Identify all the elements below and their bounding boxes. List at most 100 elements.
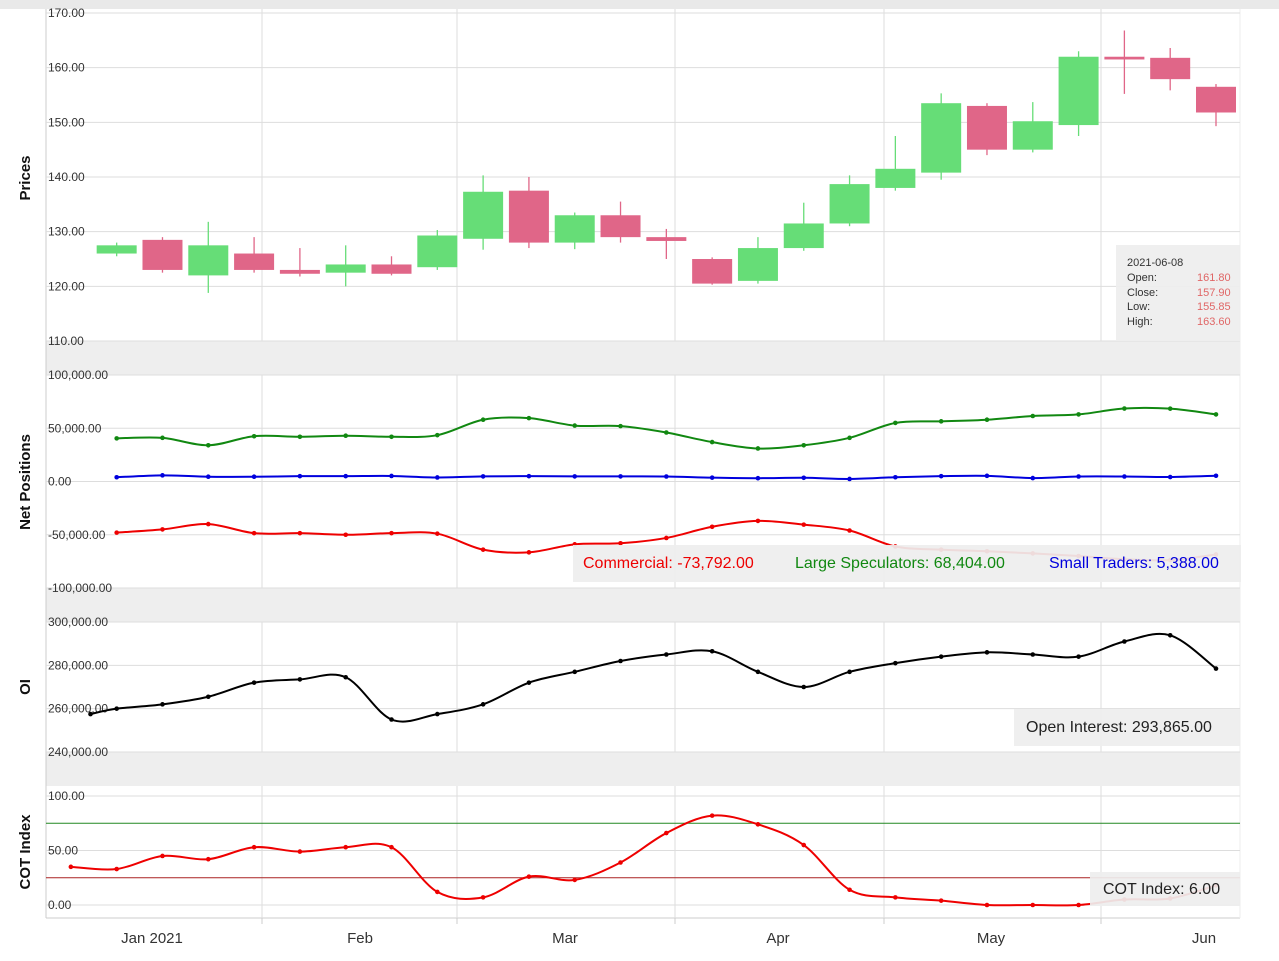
tooltip-open-row: Open: 161.80 — [1127, 272, 1237, 284]
y-tick-label: 110.00 — [48, 334, 84, 348]
candle-body-up — [325, 264, 366, 273]
x-tick-label: Jun — [1192, 930, 1216, 947]
x-tick-label: May — [977, 930, 1006, 947]
open-interest-point — [984, 650, 990, 655]
commercial-point — [343, 532, 349, 538]
top-strip — [0, 0, 1279, 9]
open-interest-point — [88, 711, 93, 717]
small-traders-point — [114, 474, 119, 480]
large-speculators-point — [160, 435, 165, 441]
commercial-point — [480, 547, 486, 552]
candle-body-up — [829, 184, 870, 224]
large-speculators-point — [664, 430, 669, 435]
tooltip-low-label: Low: — [1127, 301, 1151, 313]
y-axis-title: COT Index — [17, 814, 34, 890]
legend-open-interest: Open Interest: 293,865.00 — [1026, 719, 1212, 736]
large-speculators-point — [1122, 406, 1127, 411]
cot-index-point — [526, 874, 532, 879]
commercial-point — [205, 521, 211, 527]
large-speculators-point — [205, 442, 211, 448]
commercial-point — [664, 535, 669, 541]
ohlc-tooltip: 2021-06-08 Open: 161.80 Close: 157.90 Lo… — [1116, 245, 1240, 341]
open-interest-point — [114, 706, 119, 711]
cot-index-point — [1076, 902, 1081, 908]
cot-index-line — [70, 814, 1217, 907]
legend-commercial: Commercial: -73,792.00 — [583, 555, 754, 572]
small-traders-point — [1213, 473, 1219, 479]
large-speculators-point — [1030, 413, 1036, 419]
small-traders-point — [1030, 475, 1036, 481]
large-speculators-point — [755, 446, 761, 451]
y-tick-label: 120.00 — [48, 279, 85, 293]
cot-index-point — [435, 889, 440, 895]
tooltip-low-value: 155.85 — [1197, 301, 1231, 313]
commercial-point — [847, 528, 852, 533]
large-speculators-point — [709, 439, 715, 445]
small-traders-point — [526, 473, 532, 479]
open-interest-point — [664, 652, 669, 657]
open-interest-point — [1122, 639, 1127, 644]
y-tick-label: 50.00 — [48, 844, 78, 858]
y-tick-label: 260,000.00 — [48, 702, 108, 716]
small-traders-point — [847, 476, 852, 482]
small-traders-point — [251, 474, 257, 480]
large-speculators-point — [526, 415, 532, 421]
open-interest-point — [1167, 632, 1173, 638]
candle-body-up — [1012, 121, 1053, 150]
open-interest-point — [1030, 652, 1036, 657]
open-interest-point — [938, 654, 944, 659]
open-interest-point — [389, 717, 394, 722]
legend-cot-index: COT Index: 6.00 — [1103, 881, 1221, 898]
small-traders-point — [893, 474, 898, 480]
small-traders-point — [664, 474, 669, 479]
large-speculators-point — [251, 433, 257, 439]
y-tick-label: 100.00 — [48, 789, 85, 803]
candle-body-up — [1058, 56, 1099, 126]
panel-gap — [46, 341, 1240, 375]
commercial-point — [755, 518, 761, 524]
legend-small-traders: Small Traders: 5,388.00 — [1049, 555, 1219, 572]
open-interest-point — [572, 669, 578, 675]
cot-index-point — [251, 844, 257, 850]
open-interest-point — [343, 674, 349, 680]
cot-index-point — [664, 830, 669, 836]
x-tick-label: Mar — [552, 930, 578, 947]
x-tick-label: Feb — [347, 930, 373, 947]
open-interest-legend: Open Interest: 293,865.00 — [1014, 709, 1240, 746]
open-interest-point — [755, 669, 761, 675]
y-axis-title: Prices — [17, 155, 34, 200]
commercial-point — [114, 530, 119, 535]
open-interest-point — [709, 648, 715, 654]
candle-body-up — [96, 245, 137, 254]
tooltip-close-value: 157.90 — [1197, 287, 1231, 299]
commercial-point — [435, 531, 440, 536]
x-tick-label: Jan 2021 — [121, 930, 183, 947]
y-tick-label: 170.00 — [48, 6, 85, 20]
large-speculators-point — [480, 417, 486, 423]
cot-index-point — [984, 902, 990, 908]
cot-index-point — [297, 849, 303, 854]
cot-index-point — [389, 844, 394, 850]
y-tick-label: 50,000.00 — [48, 421, 102, 435]
tooltip-high-label: High: — [1127, 316, 1153, 328]
cot-index-legend: COT Index: 6.00 — [1090, 872, 1240, 906]
y-tick-label: 140.00 — [48, 170, 85, 184]
commercial-point — [801, 522, 807, 527]
cot-index-point — [618, 860, 623, 865]
y-tick-label: 100,000.00 — [48, 368, 108, 382]
cot-index-point — [1030, 902, 1036, 908]
candle-body-down — [1104, 56, 1145, 60]
commercial-point — [160, 527, 165, 532]
small-traders-point — [435, 475, 440, 480]
y-tick-label: 0.00 — [48, 898, 72, 912]
small-traders-point — [297, 473, 303, 479]
candle-body-up — [463, 191, 504, 239]
candles-group — [96, 30, 1236, 293]
large-speculators-point — [297, 434, 303, 440]
commercial-point — [389, 530, 394, 536]
small-traders-point — [1122, 474, 1127, 479]
legend-large-speculators: Large Speculators: 68,404.00 — [795, 555, 1005, 572]
commercial-point — [297, 530, 303, 536]
open-interest-point — [297, 677, 303, 682]
